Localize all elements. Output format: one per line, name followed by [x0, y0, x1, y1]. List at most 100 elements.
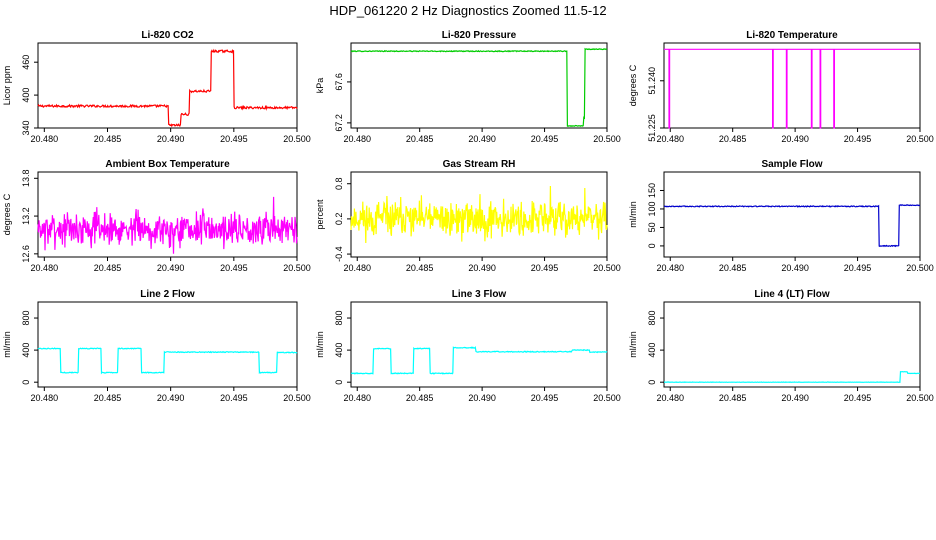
- x-tick-label: 20.480: [656, 263, 684, 273]
- x-tick-label: 20.480: [31, 263, 59, 273]
- panel-3: Li-820 Temperature degrees C 20.480 20.485 2…: [628, 30, 934, 144]
- x-tick-label: 20.480: [656, 393, 684, 403]
- x-tick-label: 20.490: [157, 263, 185, 273]
- series-line: [350, 185, 608, 244]
- x-tick-label: 20.500: [906, 263, 934, 273]
- x-tick-label: 20.490: [157, 134, 185, 144]
- panel-8: Line 3 Flow ml/min 20.480 20.485 20.490 20.49…: [315, 289, 621, 403]
- x-tick-label: 20.485: [719, 134, 747, 144]
- y-tick-label: 0: [21, 380, 31, 385]
- y-axis-label: degrees C: [2, 193, 12, 235]
- panel-title: Ambient Box Temperature: [105, 159, 230, 170]
- x-tick-label: 20.495: [220, 393, 248, 403]
- plot-frame: [37, 171, 298, 258]
- x-tick-label: 20.490: [781, 393, 809, 403]
- x-tick-label: 20.490: [781, 263, 809, 273]
- y-tick-label: 51.240: [647, 67, 657, 95]
- x-tick-label: 20.495: [844, 393, 872, 403]
- y-tick-label: 800: [334, 311, 344, 326]
- plot-frame: [350, 301, 608, 388]
- y-tick-label: 340: [21, 120, 31, 135]
- series-line: [37, 48, 298, 128]
- y-tick-label: 13.2: [21, 207, 31, 225]
- panel-6: Sample Flow ml/min 20.480 20.485 20.490 20.49…: [628, 159, 934, 273]
- y-tick-label: 0.2: [334, 213, 344, 226]
- plot-frame: [663, 42, 921, 129]
- y-axis-label: Licor ppm: [2, 66, 12, 106]
- plot-frame: [37, 42, 298, 129]
- y-tick-label: 0: [647, 380, 657, 385]
- x-tick-label: 20.495: [220, 263, 248, 273]
- y-tick-label: 400: [647, 343, 657, 358]
- x-tick-label: 20.485: [94, 263, 122, 273]
- y-tick-label: 51.225: [647, 114, 657, 142]
- y-axis-label: ml/min: [315, 331, 325, 358]
- y-tick-label: 50: [647, 222, 657, 232]
- y-tick-label: 400: [21, 88, 31, 103]
- figure-suptitle: HDP_061220 2 Hz Diagnostics Zoomed 11.5-…: [329, 3, 606, 18]
- panel-title: Line 2 Flow: [140, 289, 195, 300]
- y-tick-label: 400: [334, 343, 344, 358]
- plot-frame: [350, 42, 608, 129]
- y-tick-label: -0.4: [334, 246, 344, 262]
- x-tick-label: 20.480: [31, 393, 59, 403]
- x-tick-label: 20.490: [781, 134, 809, 144]
- y-tick-label: 150: [647, 183, 657, 198]
- plot-frame: [663, 171, 921, 258]
- plot-frame: [350, 171, 608, 258]
- x-tick-label: 20.480: [656, 134, 684, 144]
- series-line: [664, 370, 921, 384]
- series-line: [663, 204, 921, 248]
- y-axis-label: percent: [315, 199, 325, 230]
- x-tick-label: 20.495: [531, 134, 559, 144]
- panel-9: Line 4 (LT) Flow ml/min 20.480 20.485 20.490…: [628, 289, 934, 403]
- y-tick-label: 67.6: [334, 73, 344, 91]
- x-tick-label: 20.500: [906, 393, 934, 403]
- panel-1: Li-820 CO2 Licor ppm 20.480 20.485 20.490 20.…: [2, 30, 311, 144]
- x-tick-label: 20.500: [593, 134, 621, 144]
- x-tick-label: 20.500: [593, 393, 621, 403]
- y-axis-label: ml/min: [628, 331, 638, 358]
- panel-7: Line 2 Flow ml/min 20.480 20.485 20.490 20.49…: [2, 289, 311, 403]
- x-tick-label: 20.480: [343, 263, 371, 273]
- series-line: [37, 347, 298, 375]
- y-axis-label: ml/min: [2, 331, 12, 358]
- plot-frame: [37, 301, 298, 388]
- y-tick-label: 13.8: [21, 170, 31, 188]
- y-tick-label: 100: [647, 201, 657, 216]
- panel-title: Line 3 Flow: [452, 289, 507, 300]
- x-tick-label: 20.485: [719, 393, 747, 403]
- series-line: [350, 47, 608, 128]
- x-tick-label: 20.490: [468, 134, 496, 144]
- x-tick-label: 20.500: [593, 263, 621, 273]
- panel-4: Ambient Box Temperature degrees C 20.480 20…: [2, 159, 311, 273]
- x-tick-label: 20.495: [844, 263, 872, 273]
- panel-title: Li-820 Temperature: [746, 30, 838, 41]
- x-tick-label: 20.500: [906, 134, 934, 144]
- x-tick-label: 20.485: [719, 263, 747, 273]
- y-tick-label: 12.6: [21, 245, 31, 263]
- y-tick-label: 0: [647, 243, 657, 248]
- panel-2: Li-820 Pressure kPa 20.480 20.485 20.490 20.4…: [315, 30, 621, 144]
- x-tick-label: 20.500: [283, 134, 311, 144]
- x-tick-label: 20.490: [468, 393, 496, 403]
- x-tick-label: 20.485: [406, 393, 434, 403]
- x-tick-label: 20.485: [94, 134, 122, 144]
- x-tick-label: 20.495: [531, 263, 559, 273]
- y-tick-label: 800: [647, 311, 657, 326]
- x-tick-label: 20.485: [406, 263, 434, 273]
- panel-title: Line 4 (LT) Flow: [754, 289, 830, 300]
- x-tick-label: 20.480: [31, 134, 59, 144]
- panel-title: Sample Flow: [761, 159, 822, 170]
- plot-frame: [663, 301, 921, 388]
- series-line: [664, 48, 920, 129]
- y-tick-label: 0.8: [334, 177, 344, 190]
- y-axis-label: kPa: [315, 78, 325, 94]
- x-tick-label: 20.490: [468, 263, 496, 273]
- y-tick-label: 400: [21, 343, 31, 358]
- series-line: [37, 196, 298, 254]
- x-tick-label: 20.495: [844, 134, 872, 144]
- x-tick-label: 20.495: [531, 393, 559, 403]
- y-tick-label: 0: [334, 380, 344, 385]
